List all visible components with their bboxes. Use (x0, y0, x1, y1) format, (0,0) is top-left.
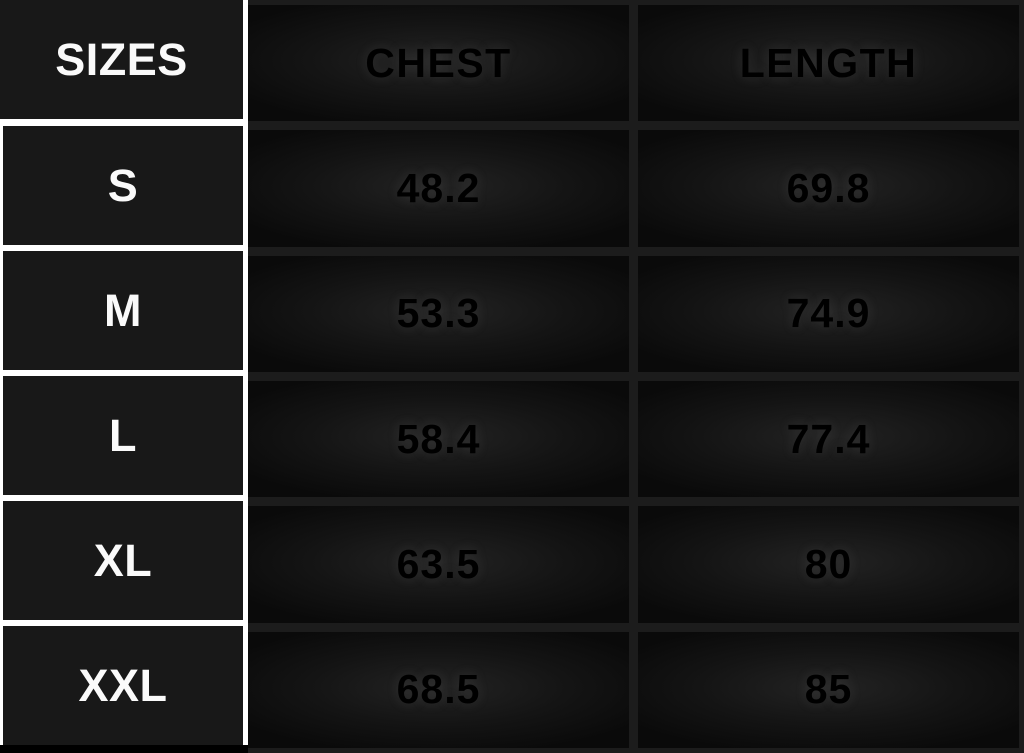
column-header-length: LENGTH (638, 5, 1019, 122)
length-value-s: 69.8 (638, 130, 1019, 247)
chest-value-xxl: 68.5 (248, 631, 629, 748)
chest-value-s: 48.2 (248, 130, 629, 247)
length-value-xxl: 85 (638, 631, 1019, 748)
length-value-m: 74.9 (638, 255, 1019, 372)
size-label-xl: XL (0, 498, 248, 623)
size-label-l: L (0, 373, 248, 498)
length-value-xl: 80 (638, 506, 1019, 623)
length-value-l: 77.4 (638, 381, 1019, 498)
column-header-sizes: SIZES (0, 0, 248, 123)
size-label-m: M (0, 248, 248, 373)
size-label-xxl: XXL (0, 623, 248, 745)
sizes-column: SIZES S M L XL XXL (0, 0, 248, 753)
size-label-s: S (0, 123, 248, 248)
chest-value-l: 58.4 (248, 381, 629, 498)
column-header-chest: CHEST (248, 5, 629, 122)
chest-value-m: 53.3 (248, 255, 629, 372)
measurements-grid: CHEST LENGTH 48.2 69.8 53.3 74.9 58.4 77… (248, 0, 1024, 753)
chest-value-xl: 63.5 (248, 506, 629, 623)
